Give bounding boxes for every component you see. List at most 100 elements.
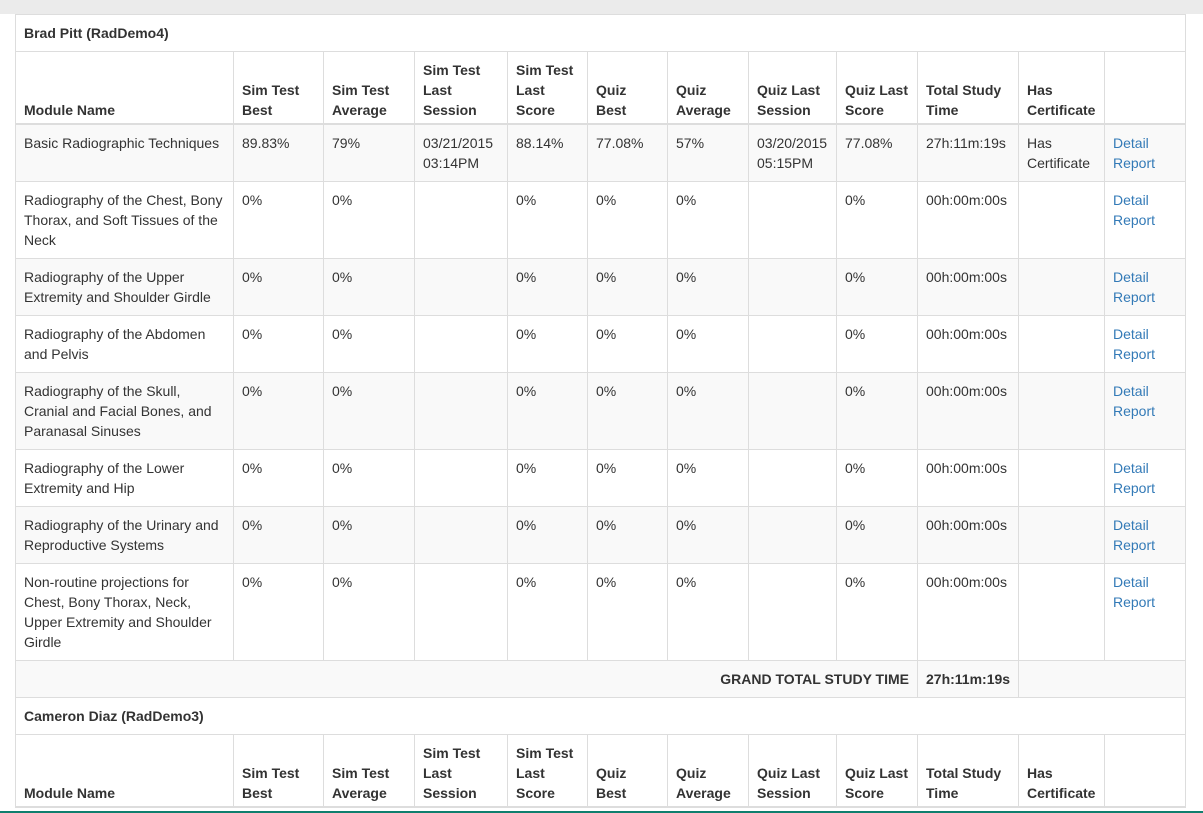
detail-report-link[interactable]: Detail Report <box>1113 574 1156 610</box>
sim-test-last-session-cell <box>414 372 508 450</box>
actions-cell: Detail Report <box>1103 258 1187 316</box>
module-name-cell: Radiography of the Urinary and Reproduct… <box>15 506 234 564</box>
quiz-best-cell: 0% <box>587 372 668 450</box>
quiz-best-cell: 0% <box>587 563 668 661</box>
actions-cell: Detail Report <box>1103 123 1187 182</box>
detail-report-link[interactable]: Detail Report <box>1113 460 1156 496</box>
student-name: Cameron Diaz (RadDemo3) <box>14 697 1187 735</box>
column-header-sim-test-last-session: Sim Test Last Session <box>414 51 508 125</box>
student-report-table: Brad Pitt (RadDemo4) Module Name Sim Test … <box>14 14 1187 808</box>
sim-test-last-score-cell: 0% <box>507 372 588 450</box>
sim-test-last-score-cell: 0% <box>507 506 588 564</box>
sim-test-last-session-cell <box>414 315 508 373</box>
grand-total-empty <box>1017 660 1187 698</box>
detail-report-link[interactable]: Detail Report <box>1113 517 1156 553</box>
grand-total-label: GRAND TOTAL STUDY TIME <box>15 660 918 698</box>
grand-total-row: GRAND TOTAL STUDY TIME 27h:11m:19s <box>15 660 1187 698</box>
column-header-total-study-time: Total Study Time <box>917 734 1019 808</box>
quiz-last-score-cell: 0% <box>836 563 918 661</box>
sim-test-last-session-cell <box>414 449 508 507</box>
column-header-quiz-average: Quiz Average <box>667 51 749 125</box>
student-name-row: Brad Pitt (RadDemo4) <box>14 14 1187 52</box>
detail-report-link[interactable]: Detail Report <box>1113 192 1156 228</box>
sim-test-best-cell: 89.83% <box>233 123 324 182</box>
quiz-average-cell: 57% <box>667 123 749 182</box>
quiz-last-score-cell: 0% <box>836 372 918 450</box>
sim-test-average-cell: 79% <box>323 123 415 182</box>
column-header-actions <box>1103 51 1187 125</box>
column-header-quiz-last-session: Quiz Last Session <box>748 51 837 125</box>
table-row: Radiography of the Lower Extremity and H… <box>15 449 1187 507</box>
sim-test-last-session-cell <box>414 258 508 316</box>
top-strip <box>0 0 1203 14</box>
quiz-last-score-cell: 0% <box>836 449 918 507</box>
actions-cell: Detail Report <box>1103 506 1187 564</box>
sim-test-best-cell: 0% <box>233 506 324 564</box>
detail-report-link[interactable]: Detail Report <box>1113 326 1156 362</box>
column-header-sim-test-last-session: Sim Test Last Session <box>414 734 508 808</box>
has-certificate-cell <box>1018 181 1105 259</box>
quiz-last-session-cell <box>748 181 837 259</box>
quiz-best-cell: 0% <box>587 315 668 373</box>
column-header-sim-test-average: Sim Test Average <box>323 734 415 808</box>
table-row: Radiography of the Upper Extremity and S… <box>15 258 1187 316</box>
column-header-quiz-best: Quiz Best <box>587 734 668 808</box>
table-row: Basic Radiographic Techniques 89.83% 79% 03… <box>15 123 1187 182</box>
quiz-average-cell: 0% <box>667 563 749 661</box>
detail-report-link[interactable]: Detail Report <box>1113 269 1156 305</box>
table-row: Radiography of the Skull, Cranial and Fa… <box>15 372 1187 450</box>
actions-cell: Detail Report <box>1103 181 1187 259</box>
detail-report-link[interactable]: Detail Report <box>1113 383 1156 419</box>
quiz-last-score-cell: 77.08% <box>836 123 918 182</box>
total-study-time-cell: 00h:00m:00s <box>917 315 1019 373</box>
quiz-average-cell: 0% <box>667 181 749 259</box>
quiz-last-session-cell <box>748 372 837 450</box>
sim-test-last-score-cell: 0% <box>507 315 588 373</box>
column-header-row: Module Name Sim Test Best Sim Test Average… <box>15 734 1187 808</box>
column-header-module-name: Module Name <box>15 734 234 808</box>
actions-cell: Detail Report <box>1103 563 1187 661</box>
sim-test-last-score-cell: 88.14% <box>507 123 588 182</box>
quiz-last-session-cell <box>748 315 837 373</box>
table-row: Radiography of the Chest, Bony Thorax, a… <box>15 181 1187 259</box>
column-header-has-certificate: Has Certificate <box>1018 734 1105 808</box>
module-name-cell: Radiography of the Lower Extremity and H… <box>15 449 234 507</box>
table-row: Non-routine projections for Chest, Bony … <box>15 563 1187 661</box>
column-header-row: Module Name Sim Test Best Sim Test Average… <box>15 51 1187 125</box>
report-container: Brad Pitt (RadDemo4) Module Name Sim Test … <box>14 14 1187 808</box>
sim-test-average-cell: 0% <box>323 181 415 259</box>
sim-test-last-session-cell <box>414 506 508 564</box>
has-certificate-cell: Has Certificate <box>1018 123 1105 182</box>
column-header-module-name: Module Name <box>15 51 234 125</box>
column-header-sim-test-best: Sim Test Best <box>233 734 324 808</box>
column-header-sim-test-last-score: Sim Test Last Score <box>507 51 588 125</box>
column-header-quiz-last-score: Quiz Last Score <box>836 51 918 125</box>
has-certificate-cell <box>1018 506 1105 564</box>
column-header-quiz-average: Quiz Average <box>667 734 749 808</box>
has-certificate-cell <box>1018 372 1105 450</box>
total-study-time-cell: 00h:00m:00s <box>917 181 1019 259</box>
sim-test-average-cell: 0% <box>323 258 415 316</box>
actions-cell: Detail Report <box>1103 449 1187 507</box>
has-certificate-cell <box>1018 563 1105 661</box>
quiz-average-cell: 0% <box>667 506 749 564</box>
bottom-edge-line <box>0 811 1203 813</box>
quiz-best-cell: 0% <box>587 258 668 316</box>
actions-cell: Detail Report <box>1103 315 1187 373</box>
total-study-time-cell: 27h:11m:19s <box>917 123 1019 182</box>
sim-test-average-cell: 0% <box>323 506 415 564</box>
sim-test-last-session-cell <box>414 563 508 661</box>
total-study-time-cell: 00h:00m:00s <box>917 563 1019 661</box>
right-gutter <box>1185 14 1203 813</box>
sim-test-best-cell: 0% <box>233 563 324 661</box>
student-name: Brad Pitt (RadDemo4) <box>14 14 1187 52</box>
total-study-time-cell: 00h:00m:00s <box>917 449 1019 507</box>
column-header-quiz-last-score: Quiz Last Score <box>836 734 918 808</box>
quiz-last-score-cell: 0% <box>836 315 918 373</box>
total-study-time-cell: 00h:00m:00s <box>917 372 1019 450</box>
has-certificate-cell <box>1018 258 1105 316</box>
detail-report-link[interactable]: Detail Report <box>1113 135 1156 171</box>
student-name-row: Cameron Diaz (RadDemo3) <box>14 697 1187 735</box>
sim-test-average-cell: 0% <box>323 449 415 507</box>
column-header-sim-test-average: Sim Test Average <box>323 51 415 125</box>
